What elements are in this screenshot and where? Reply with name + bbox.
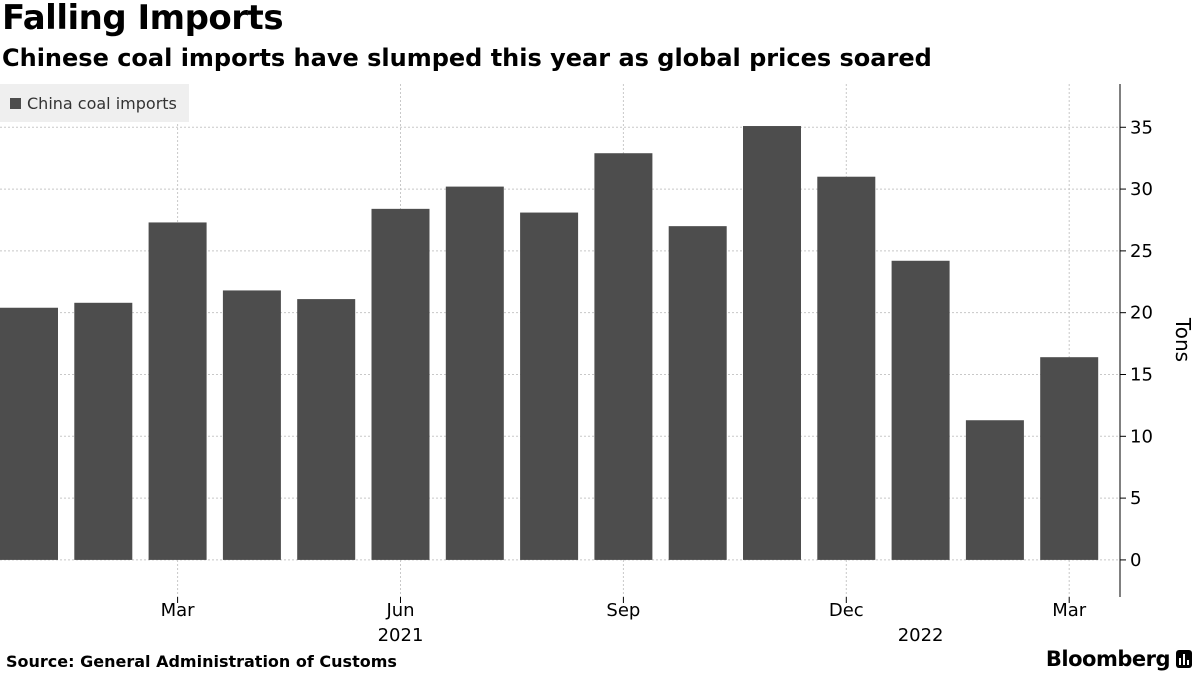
x-year-label: 2022 — [898, 625, 944, 646]
x-year-label: 2021 — [378, 625, 424, 646]
brand-logo: Bloomberg — [1046, 647, 1192, 671]
brand-name: Bloomberg — [1045, 647, 1171, 671]
x-tick-label: Dec — [829, 600, 864, 621]
legend-label: China coal imports — [27, 93, 177, 113]
bar: Sep 2021: 32.9 — [594, 153, 653, 560]
y-tick-label: 0 — [1130, 550, 1141, 571]
source-note: Source: General Administration of Custom… — [6, 652, 397, 671]
x-tick-label: Jun — [385, 600, 414, 621]
y-tick-label: 15 — [1130, 364, 1153, 385]
bar: Jul 2021: 30.2 — [445, 186, 504, 560]
bar: Feb 2022: 11.3 — [965, 420, 1024, 560]
x-tick-label: Mar — [161, 600, 196, 621]
bar: Jan 2022: 24.2 — [891, 260, 950, 560]
bar: Jun 2021: 28.4 — [371, 208, 430, 560]
bar: Dec 2021: 31 — [817, 176, 876, 560]
y-tick-label: 25 — [1130, 241, 1153, 262]
bar: Nov 2021: 35.1 — [743, 126, 801, 560]
bar: Feb 2021: 20.8 — [74, 302, 133, 560]
bar: Apr 2021: 21.8 — [222, 290, 281, 560]
y-tick-label: 30 — [1130, 179, 1153, 200]
y-tick-label: 35 — [1130, 117, 1153, 138]
bar: Mar 2022: 16.4 — [1040, 357, 1099, 560]
x-tick-label: Mar — [1052, 600, 1087, 621]
bar: Oct 2021: 27 — [668, 226, 727, 560]
x-tick-label: Sep — [606, 600, 640, 621]
bar: Aug 2021: 28.1 — [520, 212, 579, 560]
y-tick-label: 10 — [1130, 426, 1153, 447]
bar: Mar 2021: 27.3 — [148, 222, 207, 560]
brand-terminal-icon — [1176, 650, 1192, 668]
y-axis-title: Tons — [1171, 317, 1195, 362]
bar: Jan 2021: 20.4 — [0, 307, 58, 560]
chart-title: Falling Imports — [2, 0, 284, 38]
chart-subtitle: Chinese coal imports have slumped this y… — [2, 44, 932, 72]
bar: May 2021: 21.1 — [297, 299, 356, 560]
y-tick-label: 20 — [1130, 303, 1153, 324]
legend: China coal imports — [0, 84, 189, 122]
y-tick-label: 5 — [1130, 488, 1141, 509]
legend-swatch — [10, 97, 21, 109]
